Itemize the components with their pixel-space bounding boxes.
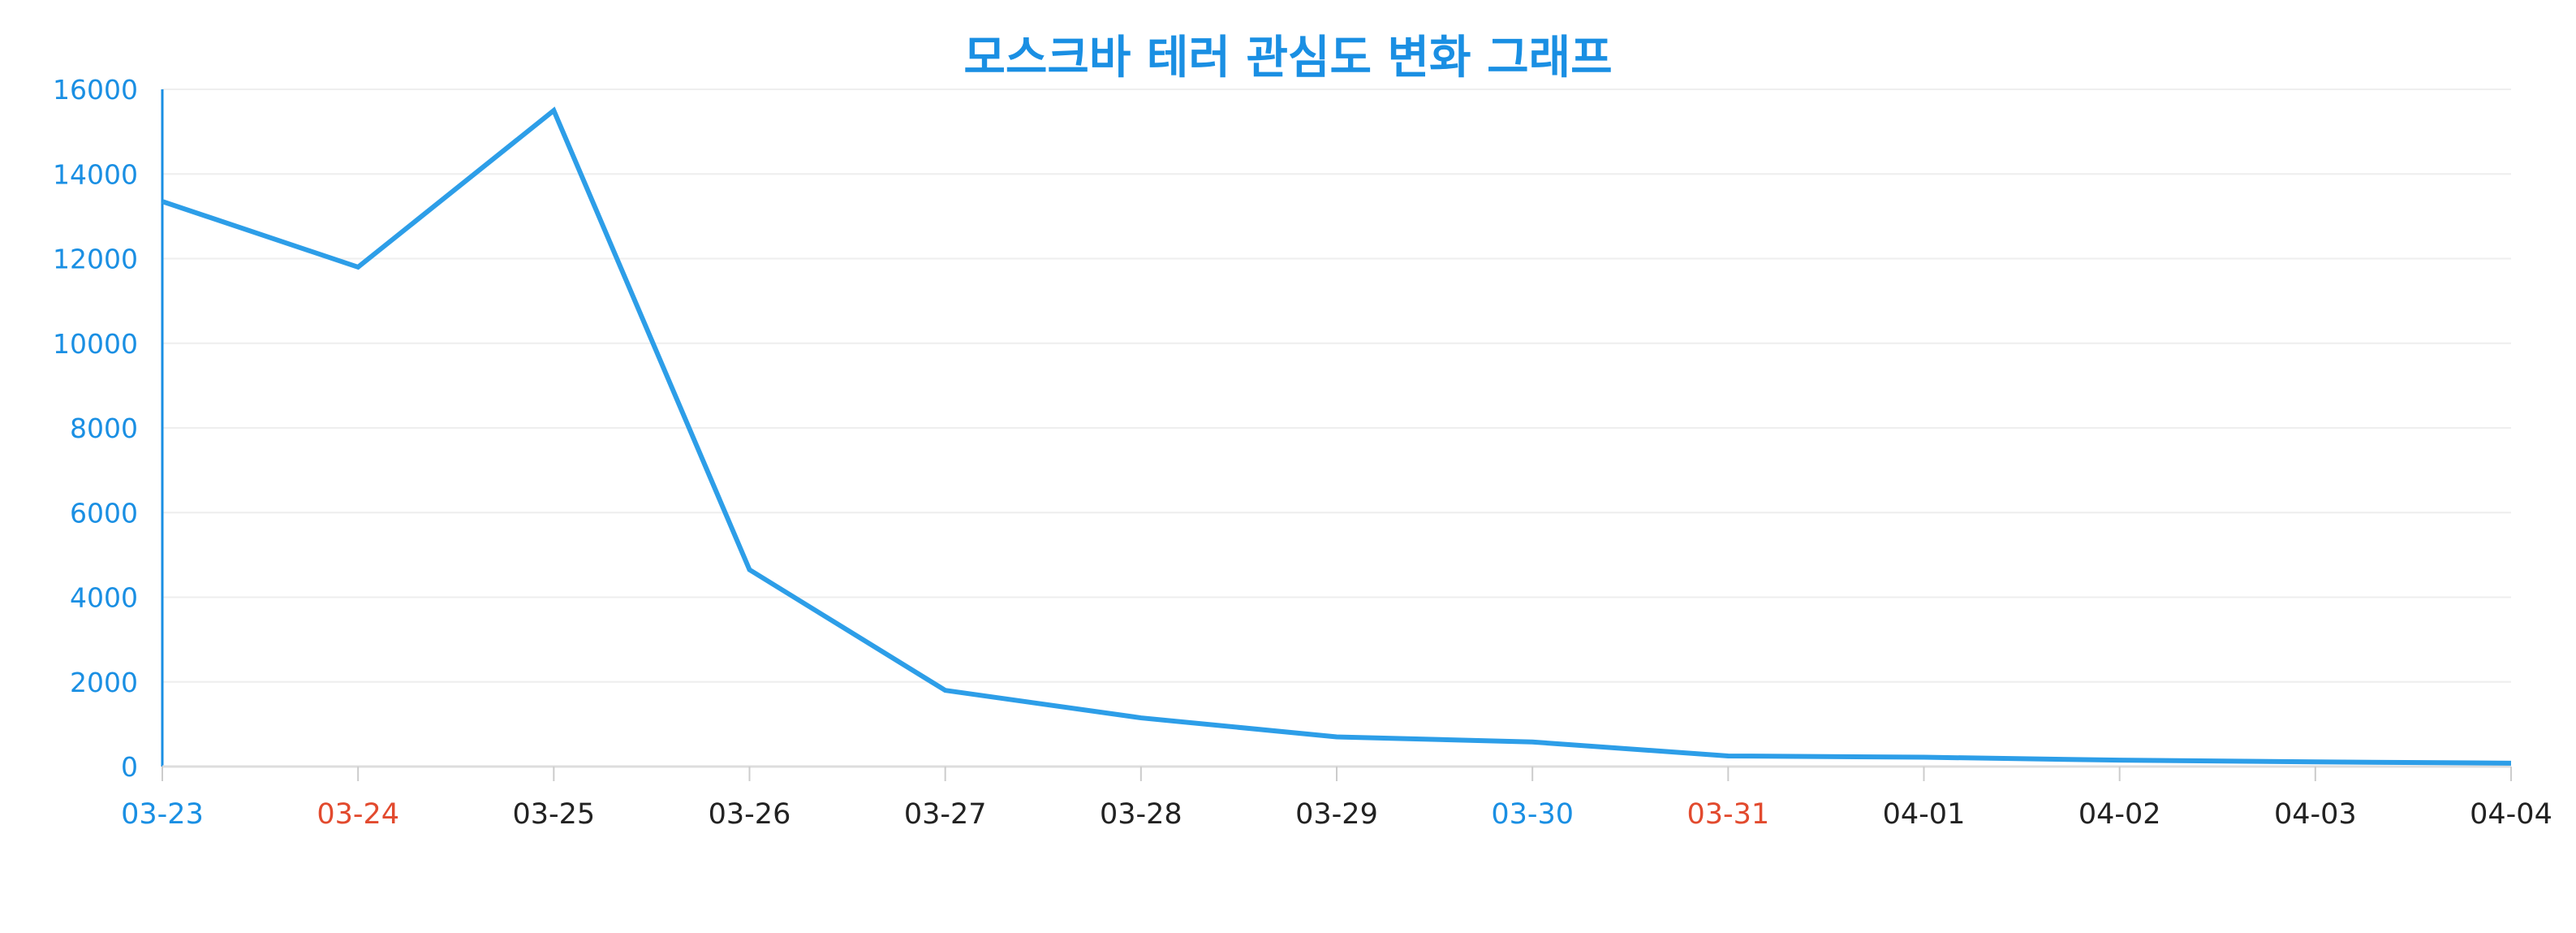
y-tick-label: 10000 xyxy=(53,328,138,360)
x-tick-label: 03-28 xyxy=(1100,798,1182,831)
x-tick-label: 03-26 xyxy=(709,798,791,831)
y-tick-label: 0 xyxy=(121,751,138,783)
series-line xyxy=(162,106,2512,766)
x-tick-label: 04-01 xyxy=(1883,798,1966,831)
x-tick-label: 04-03 xyxy=(2274,798,2357,831)
y-tick-label: 14000 xyxy=(53,158,138,190)
y-tick-label: 6000 xyxy=(70,497,138,529)
x-tick-label: 03-30 xyxy=(1491,798,1574,831)
x-tick-label: 03-25 xyxy=(512,798,595,831)
y-tick-label: 16000 xyxy=(53,74,138,106)
x-tick-label: 03-23 xyxy=(121,798,204,831)
x-tick-label: 03-29 xyxy=(1295,798,1378,831)
chart-title: 모스크바 테러 관심도 변화 그래프 xyxy=(963,32,1613,84)
x-tick-label: 04-02 xyxy=(2078,798,2161,831)
y-tick-label: 2000 xyxy=(70,667,138,698)
x-tick-label: 04-04 xyxy=(2470,798,2552,831)
y-tick-label: 12000 xyxy=(53,244,138,275)
x-tick-label: 03-31 xyxy=(1686,798,1769,831)
x-tick-label: 03-24 xyxy=(317,798,399,831)
y-tick-label: 8000 xyxy=(70,413,138,444)
y-tick-label: 4000 xyxy=(70,582,138,614)
x-tick-label: 03-27 xyxy=(904,798,987,831)
